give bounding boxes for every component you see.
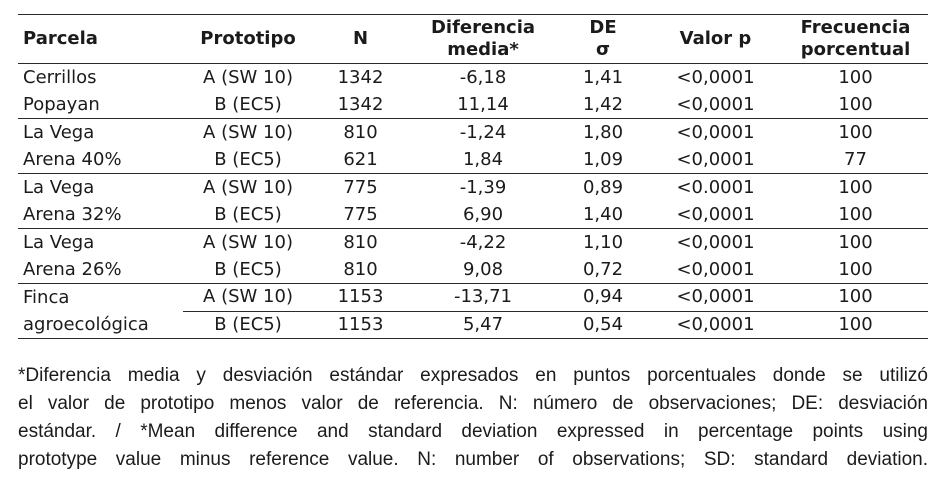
cell-n: 775: [313, 173, 408, 201]
cell-valor-p: <0,0001: [648, 118, 783, 146]
cell-de: 1,09: [582, 148, 624, 170]
table-header-row: Parcela Prototipo N Diferencia media* DE…: [18, 14, 928, 64]
cell-frecuencia: 100: [783, 63, 928, 91]
header-frecuencia-porcentual: Frecuencia porcentual: [783, 14, 928, 64]
cell-valor-p: <0,0001: [648, 283, 783, 312]
cell-de: 0,94: [558, 283, 648, 312]
cell-parcela: Cerrillos: [18, 63, 183, 91]
cell-parcela: Popayan: [23, 93, 100, 115]
cell-diferencia-media: 5,47: [408, 311, 558, 339]
cell-de: 1,80: [558, 118, 648, 146]
cell-n: 810: [343, 258, 378, 280]
results-table: Parcela Prototipo N Diferencia media* DE…: [18, 14, 928, 339]
cell-de: 0,72: [582, 258, 624, 280]
cell-diferencia-media: -6,18: [408, 63, 558, 91]
cell-parcela: La Vega: [18, 118, 183, 146]
cell-prototipo: B (EC5): [183, 311, 313, 339]
table-row: Finca A (SW 10) 1153 -13,71 0,94 <0,0001…: [18, 283, 928, 312]
footnote-line: prototype value minus reference value. N…: [18, 449, 928, 470]
cell-de: 1,10: [558, 228, 648, 256]
cell-valor-p: <0,0001: [676, 258, 755, 280]
cell-diferencia-media: -13,71: [408, 283, 558, 312]
cell-diferencia-media: 9,08: [462, 258, 504, 280]
cell-frecuencia: 100: [838, 203, 873, 225]
cell-valor-p: <0,0001: [648, 311, 783, 339]
header-parcela: Parcela: [18, 14, 183, 64]
cell-prototipo: A (SW 10): [183, 63, 313, 91]
cell-frecuencia: 100: [783, 118, 928, 146]
cell-parcela: Arena 32%: [23, 203, 122, 225]
cell-frecuencia: 100: [838, 258, 873, 280]
cell-n: 1342: [337, 93, 384, 115]
cell-prototipo: B (EC5): [214, 203, 282, 225]
footnote: *Diferencia media y desviación estándar …: [18, 362, 928, 474]
cell-parcela: agroecológica: [18, 311, 183, 339]
cell-prototipo: B (EC5): [214, 258, 282, 280]
footnote-line: el valor de prototipo menos valor de ref…: [18, 393, 928, 414]
footnote-line: *Diferencia media y desviación estándar …: [18, 365, 928, 386]
cell-n: 621: [343, 148, 378, 170]
table-row: La Vega A (SW 10) 810 -1,24 1,80 <0,0001…: [18, 118, 928, 146]
cell-prototipo: A (SW 10): [183, 283, 313, 312]
cell-diferencia-media: -4,22: [408, 228, 558, 256]
table-row: Popayan B (EC5) 1342 11,14 1,42 <0,0001 …: [18, 91, 928, 119]
cell-diferencia-media: 6,90: [462, 203, 504, 225]
cell-parcela: La Vega: [18, 173, 183, 201]
cell-diferencia-media: -1,24: [408, 118, 558, 146]
cell-n: 1153: [313, 311, 408, 339]
cell-valor-p: <0.0001: [648, 173, 783, 201]
table-row: Arena 26% B (EC5) 810 9,08 0,72 <0,0001 …: [18, 256, 928, 284]
footnote-line: estándar. / *Mean difference and standar…: [18, 421, 928, 442]
cell-prototipo: A (SW 10): [183, 173, 313, 201]
table-row: Cerrillos A (SW 10) 1342 -6,18 1,41 <0,0…: [18, 63, 928, 91]
cell-n: 1153: [313, 283, 408, 312]
cell-n: 810: [313, 228, 408, 256]
cell-valor-p: <0,0001: [648, 228, 783, 256]
cell-de: 1,42: [582, 93, 624, 115]
cell-frecuencia: 77: [844, 148, 867, 170]
cell-diferencia-media: -1,39: [408, 173, 558, 201]
cell-prototipo: B (EC5): [214, 93, 282, 115]
cell-n: 775: [343, 203, 378, 225]
header-diferencia-media: Diferencia media*: [408, 14, 558, 64]
cell-de: 0,54: [558, 311, 648, 339]
cell-parcela: La Vega: [18, 228, 183, 256]
cell-n: 810: [313, 118, 408, 146]
cell-frecuencia: 100: [783, 228, 928, 256]
cell-frecuencia: 100: [783, 283, 928, 312]
cell-parcela: Arena 26%: [23, 258, 122, 280]
cell-frecuencia: 100: [783, 311, 928, 339]
table-row: La Vega A (SW 10) 810 -4,22 1,10 <0,0001…: [18, 228, 928, 256]
cell-parcela: Arena 40%: [23, 148, 122, 170]
header-n: N: [313, 14, 408, 64]
header-valor-p: Valor p: [648, 14, 783, 64]
cell-frecuencia: 100: [838, 93, 873, 115]
cell-de: 0,89: [558, 173, 648, 201]
table-row: agroecológica B (EC5) 1153 5,47 0,54 <0,…: [18, 311, 928, 339]
cell-valor-p: <0,0001: [676, 148, 755, 170]
cell-prototipo: B (EC5): [214, 148, 282, 170]
cell-diferencia-media: 1,84: [462, 148, 504, 170]
cell-frecuencia: 100: [783, 173, 928, 201]
cell-n: 1342: [313, 63, 408, 91]
table-row: Arena 32% B (EC5) 775 6,90 1,40 <0,0001 …: [18, 201, 928, 229]
cell-prototipo: A (SW 10): [183, 118, 313, 146]
cell-de: 1,41: [558, 63, 648, 91]
table-row: Arena 40% B (EC5) 621 1,84 1,09 <0,0001 …: [18, 146, 928, 174]
cell-de: 1,40: [582, 203, 624, 225]
header-prototipo: Prototipo: [183, 14, 313, 64]
cell-valor-p: <0,0001: [676, 203, 755, 225]
cell-parcela: Finca: [18, 283, 183, 311]
cell-valor-p: <0,0001: [676, 93, 755, 115]
cell-diferencia-media: 11,14: [457, 93, 509, 115]
table-row: La Vega A (SW 10) 775 -1,39 0,89 <0.0001…: [18, 173, 928, 201]
header-de-sigma: DE σ: [558, 14, 648, 64]
cell-valor-p: <0,0001: [648, 63, 783, 91]
cell-prototipo: A (SW 10): [183, 228, 313, 256]
